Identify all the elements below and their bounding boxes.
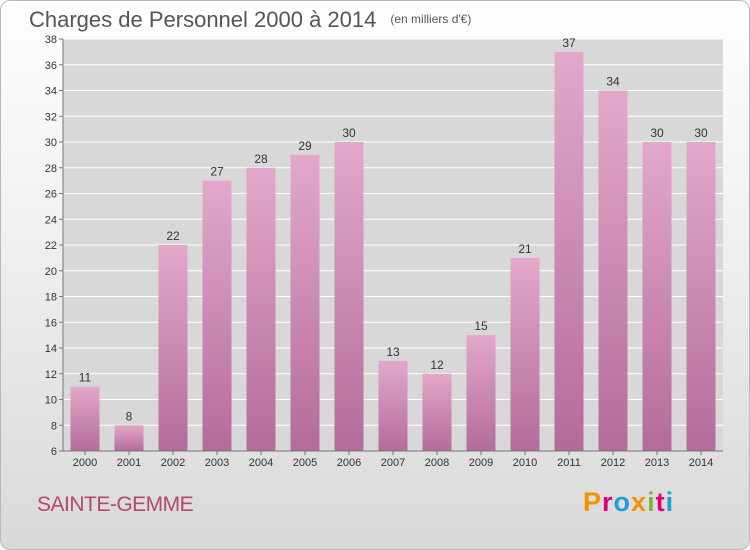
bar-2008 bbox=[422, 373, 452, 451]
value-label-2002: 22 bbox=[166, 229, 180, 243]
logo-letter: i bbox=[665, 487, 675, 517]
y-tick-label: 36 bbox=[45, 60, 57, 72]
bar-2011 bbox=[554, 51, 584, 451]
y-tick-label: 14 bbox=[45, 343, 57, 355]
logo-letter: t bbox=[655, 487, 666, 517]
x-tick-label-2007: 2007 bbox=[381, 457, 405, 469]
y-tick-label: 6 bbox=[51, 446, 57, 458]
x-tick-label-2012: 2012 bbox=[601, 457, 625, 469]
value-label-2000: 11 bbox=[79, 371, 92, 385]
x-tick-label-2005: 2005 bbox=[293, 457, 317, 469]
bar-2004 bbox=[246, 167, 276, 451]
value-label-2013: 30 bbox=[650, 126, 664, 140]
value-label-2004: 28 bbox=[254, 152, 268, 166]
bar-2001 bbox=[114, 425, 144, 451]
bar-2013 bbox=[642, 142, 672, 451]
y-tick-label: 18 bbox=[45, 292, 57, 304]
bar-2007 bbox=[378, 360, 408, 451]
x-tick-label-2014: 2014 bbox=[689, 457, 713, 469]
x-tick-label-2001: 2001 bbox=[117, 457, 141, 469]
place-name: SAINTE-GEMME bbox=[37, 493, 194, 516]
x-axis-ticks: 2000 2001 2002 2003 2004 2005 2006 2007 2008 2009… bbox=[73, 451, 713, 469]
value-label-2009: 15 bbox=[474, 319, 488, 333]
bar-2012 bbox=[598, 90, 628, 451]
chart-subtitle: (en milliers d'€) bbox=[390, 12, 472, 26]
x-tick-label-2008: 2008 bbox=[425, 457, 449, 469]
y-tick-label: 32 bbox=[45, 111, 57, 123]
y-tick-label: 28 bbox=[45, 163, 57, 175]
chart-title: Charges de Personnel 2000 à 2014 (en mill… bbox=[29, 7, 471, 33]
bar-2003 bbox=[202, 180, 232, 451]
x-tick-label-2000: 2000 bbox=[73, 457, 97, 469]
x-tick-label-2004: 2004 bbox=[249, 457, 273, 469]
value-label-2001: 8 bbox=[126, 409, 133, 423]
logo-letter: i bbox=[647, 487, 656, 517]
value-label-2008: 12 bbox=[430, 358, 444, 372]
x-tick-label-2009: 2009 bbox=[469, 457, 493, 469]
value-label-2005: 29 bbox=[298, 139, 312, 153]
bar-2006 bbox=[334, 142, 364, 451]
y-tick-label: 24 bbox=[45, 214, 57, 226]
y-tick-label: 16 bbox=[45, 317, 57, 329]
value-label-2010: 21 bbox=[518, 242, 532, 256]
x-tick-label-2013: 2013 bbox=[645, 457, 669, 469]
logo-letter: P bbox=[583, 487, 603, 517]
y-tick-label: 12 bbox=[45, 369, 57, 381]
y-tick-label: 30 bbox=[45, 137, 57, 149]
y-tick-label: 22 bbox=[45, 240, 57, 252]
y-tick-label: 34 bbox=[45, 86, 57, 98]
x-tick-label-2006: 2006 bbox=[337, 457, 361, 469]
bar-2002 bbox=[158, 245, 188, 451]
chart-title-text: Charges de Personnel 2000 à 2014 bbox=[29, 7, 377, 32]
y-tick-label: 20 bbox=[45, 266, 57, 278]
y-tick-label: 26 bbox=[45, 189, 57, 201]
value-label-2006: 30 bbox=[342, 126, 356, 140]
y-tick-label: 10 bbox=[45, 395, 57, 407]
y-tick-label: 38 bbox=[45, 34, 57, 46]
y-tick-label: 8 bbox=[51, 420, 57, 432]
x-tick-label-2010: 2010 bbox=[513, 457, 537, 469]
bars: 11 8 22 27 28 29 30 13 12 15 21 37 34 30 30 bbox=[70, 36, 716, 451]
value-label-2011: 37 bbox=[562, 36, 576, 50]
value-label-2003: 27 bbox=[210, 165, 224, 179]
x-tick-label-2002: 2002 bbox=[161, 457, 185, 469]
y-axis-ticks: 6 8 10 12 14 16 18 20 22 24 26 28 30 32 34 36 38 bbox=[45, 34, 63, 458]
x-tick-label-2003: 2003 bbox=[205, 457, 229, 469]
bar-2009 bbox=[466, 335, 496, 451]
value-label-2014: 30 bbox=[694, 126, 708, 140]
bar-2005 bbox=[290, 154, 320, 451]
logo-letter: o bbox=[613, 487, 632, 517]
bar-2000 bbox=[70, 386, 100, 451]
x-tick-label-2011: 2011 bbox=[557, 457, 581, 469]
value-label-2007: 13 bbox=[386, 345, 400, 359]
bar-2014 bbox=[686, 142, 716, 451]
value-label-2012: 34 bbox=[606, 75, 620, 89]
logo-letter: x bbox=[631, 487, 648, 517]
proxiti-logo[interactable]: Proxiti bbox=[583, 487, 674, 518]
bar-2010 bbox=[510, 257, 540, 451]
logo-letter: r bbox=[602, 487, 614, 517]
